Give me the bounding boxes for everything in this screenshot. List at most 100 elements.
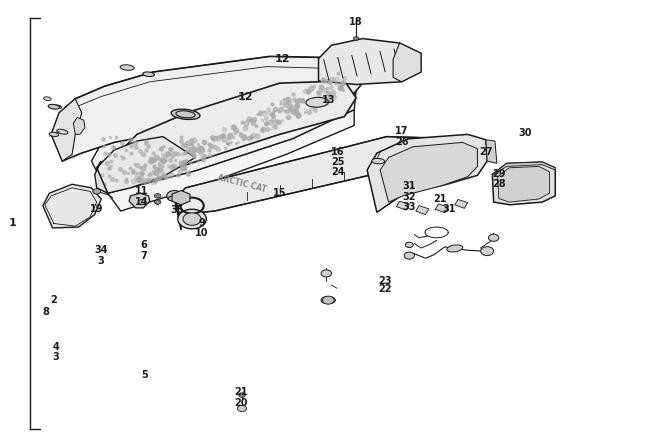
Point: [148, 162, 159, 169]
Point: [272, 118, 282, 125]
Point: [153, 165, 163, 173]
Circle shape: [480, 247, 493, 256]
Text: 19: 19: [90, 204, 103, 214]
Point: [174, 167, 185, 174]
Point: [291, 107, 301, 114]
Point: [164, 149, 174, 156]
Polygon shape: [318, 38, 421, 84]
Point: [179, 165, 190, 173]
Point: [277, 117, 287, 124]
Point: [98, 135, 109, 142]
Point: [177, 165, 187, 172]
Point: [224, 134, 234, 141]
Point: [146, 156, 156, 163]
Polygon shape: [367, 135, 487, 212]
Circle shape: [155, 200, 161, 204]
Point: [328, 88, 339, 95]
Point: [116, 152, 126, 160]
Point: [338, 86, 348, 93]
Polygon shape: [497, 166, 549, 202]
Point: [192, 140, 203, 148]
Point: [278, 101, 289, 108]
Text: 28: 28: [492, 179, 506, 189]
Circle shape: [155, 194, 161, 198]
Circle shape: [237, 405, 246, 412]
Point: [180, 162, 190, 169]
Point: [183, 169, 193, 177]
Polygon shape: [43, 184, 101, 228]
Point: [282, 107, 293, 114]
Point: [196, 155, 206, 162]
Point: [186, 145, 196, 152]
Point: [161, 173, 171, 181]
Point: [300, 108, 311, 115]
Point: [130, 161, 140, 168]
Point: [283, 114, 293, 121]
Point: [172, 150, 183, 157]
Point: [196, 147, 207, 154]
Point: [137, 169, 148, 176]
Point: [136, 174, 146, 181]
Point: [99, 150, 110, 157]
Point: [151, 176, 161, 183]
Polygon shape: [95, 161, 108, 193]
Point: [148, 168, 159, 175]
Text: 30: 30: [518, 128, 532, 139]
Point: [108, 143, 118, 151]
Point: [150, 177, 161, 184]
Point: [153, 160, 164, 167]
Point: [229, 123, 239, 130]
Point: [102, 159, 112, 166]
Point: [227, 124, 238, 131]
Point: [236, 132, 246, 139]
Point: [107, 176, 118, 183]
Circle shape: [167, 190, 182, 201]
Point: [116, 139, 127, 147]
Point: [191, 145, 202, 152]
Point: [248, 131, 258, 138]
Point: [307, 103, 318, 110]
Point: [149, 170, 159, 177]
Point: [164, 145, 175, 152]
Point: [170, 149, 180, 156]
Point: [291, 110, 301, 117]
Point: [339, 74, 349, 81]
Point: [177, 150, 187, 157]
Point: [219, 135, 229, 143]
Point: [306, 84, 316, 91]
Ellipse shape: [49, 132, 58, 136]
Point: [126, 142, 136, 149]
Point: [184, 140, 194, 148]
Point: [304, 88, 314, 95]
Text: 13: 13: [322, 95, 335, 105]
Text: 31: 31: [443, 204, 456, 214]
Point: [187, 141, 198, 148]
Text: 29: 29: [492, 169, 506, 179]
Point: [266, 126, 276, 133]
Point: [140, 179, 150, 186]
Circle shape: [239, 393, 245, 397]
Circle shape: [354, 37, 359, 40]
Point: [140, 147, 151, 154]
Point: [224, 131, 234, 138]
Point: [121, 176, 131, 183]
Point: [289, 109, 299, 116]
Point: [265, 118, 275, 126]
Point: [132, 176, 142, 183]
Point: [105, 134, 116, 141]
Point: [217, 133, 228, 140]
Point: [287, 90, 298, 97]
Polygon shape: [455, 199, 468, 208]
Point: [239, 134, 250, 141]
Point: [157, 151, 168, 158]
Text: 3: 3: [98, 256, 105, 266]
Point: [128, 167, 138, 174]
Point: [310, 106, 320, 114]
Point: [268, 108, 278, 115]
Point: [207, 134, 218, 141]
Point: [239, 132, 249, 139]
Text: 2: 2: [51, 295, 57, 305]
Point: [140, 137, 151, 144]
Point: [185, 158, 195, 165]
Point: [308, 99, 318, 106]
